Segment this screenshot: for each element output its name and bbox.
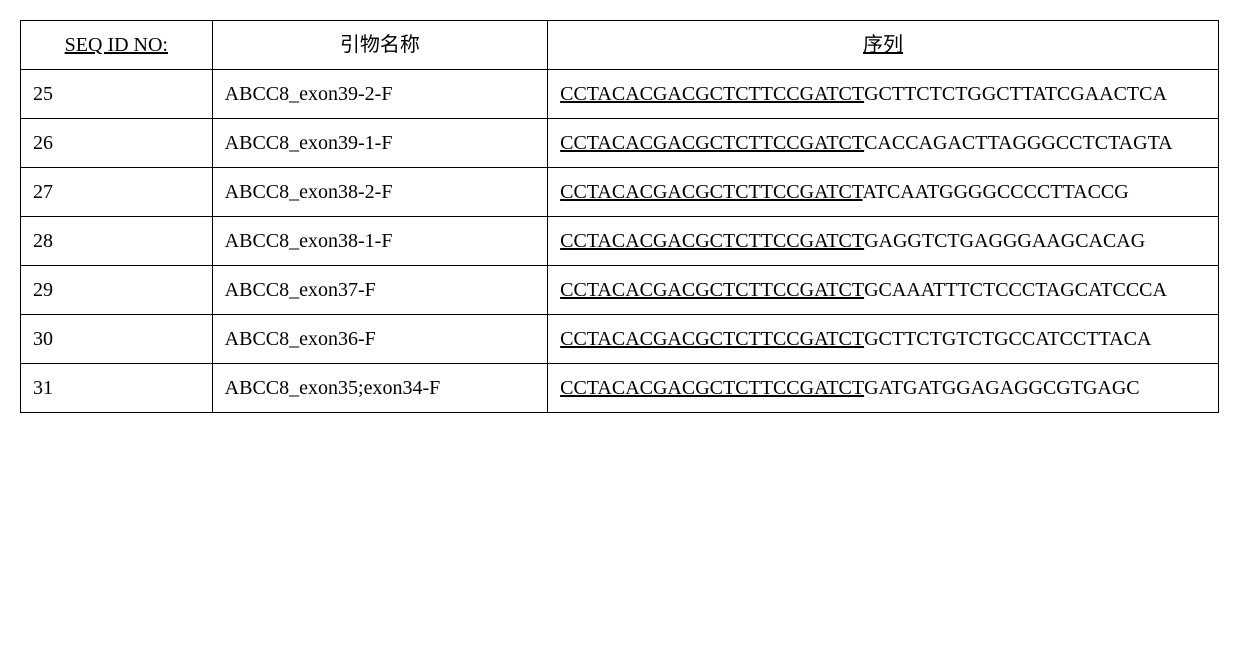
table-row: 28ABCC8_exon38-1-FCCTACACGACGCTCTTCCGATC…	[21, 217, 1219, 266]
sequence-suffix: CACCAGACTTAGGGCCTCTAGTA	[864, 132, 1173, 154]
sequence-suffix: GATGATGGAGAGGCGTGAGC	[864, 377, 1140, 399]
sequence-suffix: GAGGTCTGAGGGAAGCACAG	[864, 230, 1145, 252]
primer-name-cell: ABCC8_exon38-2-F	[212, 168, 547, 217]
table-row: 30ABCC8_exon36-FCCTACACGACGCTCTTCCGATCTG…	[21, 315, 1219, 364]
primer-name-cell: ABCC8_exon35;exon34-F	[212, 364, 547, 413]
table-header-row: SEQ ID NO: 引物名称 序列	[21, 21, 1219, 70]
table-row: 25ABCC8_exon39-2-FCCTACACGACGCTCTTCCGATC…	[21, 70, 1219, 119]
table-row: 27ABCC8_exon38-2-FCCTACACGACGCTCTTCCGATC…	[21, 168, 1219, 217]
seq-id-cell: 31	[21, 364, 213, 413]
primer-name-cell: ABCC8_exon36-F	[212, 315, 547, 364]
primer-sequence-table: SEQ ID NO: 引物名称 序列 25ABCC8_exon39-2-FCCT…	[20, 20, 1219, 413]
primer-name-cell: ABCC8_exon37-F	[212, 266, 547, 315]
header-primer-name: 引物名称	[212, 21, 547, 70]
sequence-cell: CCTACACGACGCTCTTCCGATCTATCAATGGGGCCCCTTA…	[548, 168, 1219, 217]
sequence-cell: CCTACACGACGCTCTTCCGATCTGCAAATTTCTCCCTAGC…	[548, 266, 1219, 315]
seq-id-cell: 27	[21, 168, 213, 217]
table-row: 31ABCC8_exon35;exon34-FCCTACACGACGCTCTTC…	[21, 364, 1219, 413]
seq-id-cell: 30	[21, 315, 213, 364]
sequence-prefix: CCTACACGACGCTCTTCCGATCT	[560, 83, 864, 105]
sequence-suffix: ATCAATGGGGCCCCTTACCG	[863, 181, 1129, 203]
sequence-prefix: CCTACACGACGCTCTTCCGATCT	[560, 132, 864, 154]
sequence-prefix: CCTACACGACGCTCTTCCGATCT	[560, 377, 864, 399]
header-seq-id: SEQ ID NO:	[21, 21, 213, 70]
primer-name-cell: ABCC8_exon39-1-F	[212, 119, 547, 168]
sequence-cell: CCTACACGACGCTCTTCCGATCTCACCAGACTTAGGGCCT…	[548, 119, 1219, 168]
sequence-cell: CCTACACGACGCTCTTCCGATCTGATGATGGAGAGGCGTG…	[548, 364, 1219, 413]
seq-id-cell: 25	[21, 70, 213, 119]
seq-id-cell: 28	[21, 217, 213, 266]
sequence-prefix: CCTACACGACGCTCTTCCGATCT	[560, 279, 864, 301]
sequence-cell: CCTACACGACGCTCTTCCGATCTGCTTCTGTCTGCCATCC…	[548, 315, 1219, 364]
sequence-prefix: CCTACACGACGCTCTTCCGATCT	[560, 328, 864, 350]
sequence-suffix: GCTTCTCTGGCTTATCGAACTCA	[864, 83, 1167, 105]
sequence-suffix: GCAAATTTCTCCCTAGCATCCCA	[864, 279, 1167, 301]
table-row: 26ABCC8_exon39-1-FCCTACACGACGCTCTTCCGATC…	[21, 119, 1219, 168]
header-sequence: 序列	[548, 21, 1219, 70]
seq-id-cell: 29	[21, 266, 213, 315]
sequence-cell: CCTACACGACGCTCTTCCGATCTGCTTCTCTGGCTTATCG…	[548, 70, 1219, 119]
seq-id-cell: 26	[21, 119, 213, 168]
primer-name-cell: ABCC8_exon38-1-F	[212, 217, 547, 266]
sequence-cell: CCTACACGACGCTCTTCCGATCTGAGGTCTGAGGGAAGCA…	[548, 217, 1219, 266]
table-row: 29ABCC8_exon37-FCCTACACGACGCTCTTCCGATCTG…	[21, 266, 1219, 315]
sequence-prefix: CCTACACGACGCTCTTCCGATCT	[560, 230, 864, 252]
sequence-suffix: GCTTCTGTCTGCCATCCTTACA	[864, 328, 1151, 350]
primer-name-cell: ABCC8_exon39-2-F	[212, 70, 547, 119]
sequence-prefix: CCTACACGACGCTCTTCCGATCT	[560, 181, 862, 203]
